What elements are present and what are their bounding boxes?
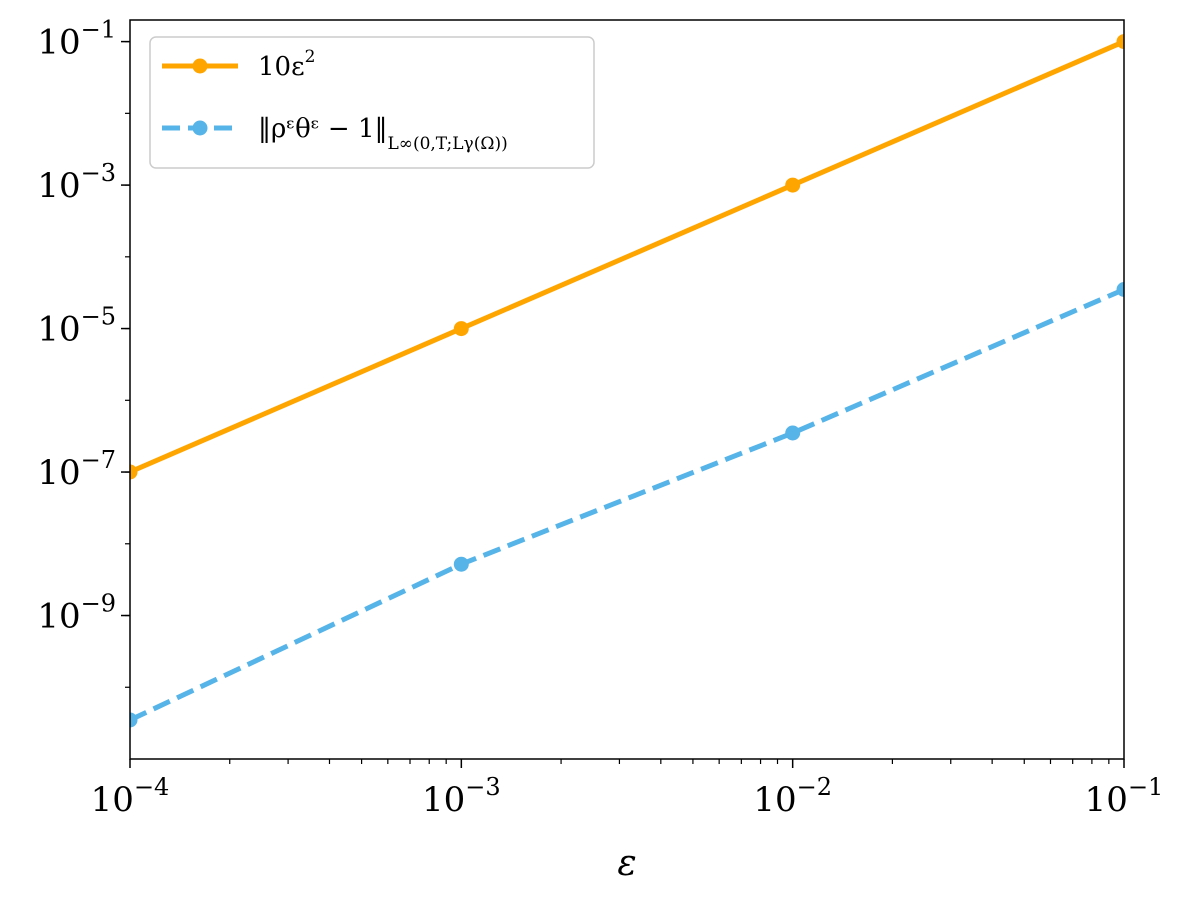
data-point-s1-4 <box>1116 34 1124 50</box>
legend-marker-1 <box>192 58 208 74</box>
legend-label-1: 10ε2 <box>258 47 315 82</box>
y-tick-label-2: 10−7 <box>37 446 116 493</box>
y-tick-label-3: 10−5 <box>37 303 116 350</box>
y-tick-label-4: 10−3 <box>37 159 116 206</box>
legend: 10ε2 ‖ρᵋθᵋ − 1‖L∞(0,T;Lγ(Ω)) <box>149 36 595 169</box>
data-point-s1-2 <box>453 321 469 337</box>
series-line-1 <box>130 39 1124 475</box>
data-point-s2-2 <box>453 556 469 572</box>
legend-box <box>149 36 595 169</box>
x-tick-label-1: 10−4 <box>91 773 170 820</box>
plot-frame <box>129 19 1125 760</box>
x-tick-label-3: 10−2 <box>753 773 832 820</box>
series-layer <box>130 34 1124 728</box>
x-axis-title: ε <box>617 843 636 884</box>
data-point-s2-4 <box>1116 282 1124 297</box>
y-tick-label-5: 10−1 <box>37 16 116 63</box>
legend-label-2: ‖ρᵋθᵋ − 1‖L∞(0,T;Lγ(Ω)) <box>258 114 508 154</box>
x-tick-label-4: 10−1 <box>1085 773 1164 820</box>
data-point-s1-1 <box>130 464 138 480</box>
legend-marker-2 <box>192 120 208 136</box>
tick-layer: 10−4 10−3 10−2 10−1 10−9 10−7 10−5 10−3 10−1 <box>37 16 1163 820</box>
x-tick-label-2: 10−3 <box>422 773 501 820</box>
data-point-s2-3 <box>785 425 801 441</box>
series-line-2 <box>130 287 1124 723</box>
y-tick-label-1: 10−9 <box>37 590 116 637</box>
data-point-s1-3 <box>785 177 801 193</box>
data-point-s2-1 <box>130 712 138 728</box>
